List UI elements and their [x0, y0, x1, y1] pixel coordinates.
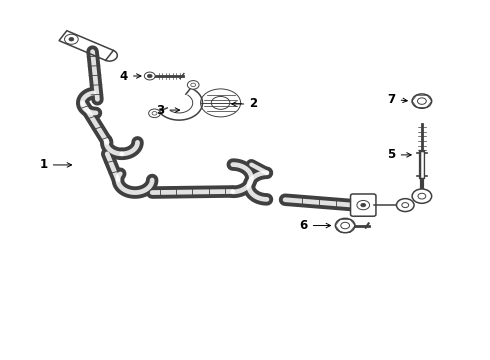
Circle shape	[396, 199, 414, 212]
Text: 6: 6	[299, 219, 331, 232]
Circle shape	[69, 37, 74, 41]
Circle shape	[361, 203, 366, 207]
FancyBboxPatch shape	[350, 194, 376, 216]
Circle shape	[187, 81, 199, 89]
Circle shape	[335, 219, 355, 233]
Text: 1: 1	[40, 158, 72, 171]
Circle shape	[412, 189, 432, 203]
Text: 4: 4	[120, 69, 141, 82]
Circle shape	[148, 109, 160, 118]
Circle shape	[145, 72, 155, 80]
Text: 3: 3	[156, 104, 179, 117]
Text: 2: 2	[232, 98, 257, 111]
Text: 7: 7	[388, 93, 407, 106]
Text: 5: 5	[388, 148, 411, 161]
Circle shape	[147, 74, 152, 78]
Ellipse shape	[200, 89, 241, 117]
Circle shape	[412, 94, 432, 108]
